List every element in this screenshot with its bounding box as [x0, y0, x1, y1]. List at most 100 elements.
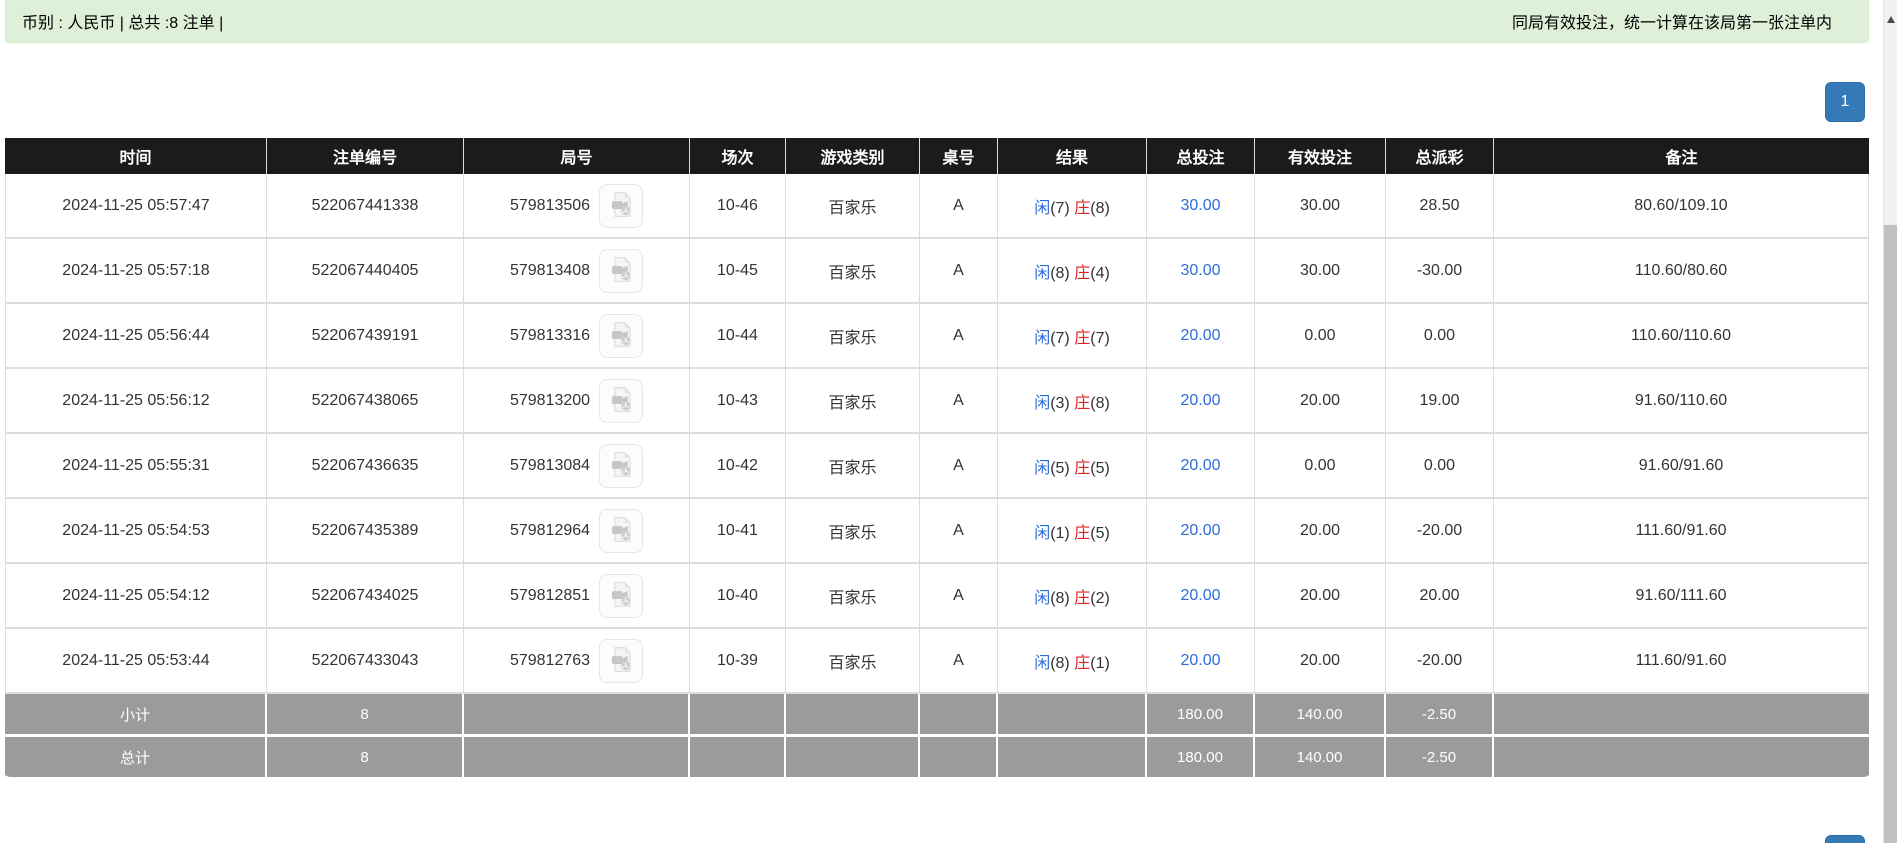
- currency-info-bar: 币别 : 人民币 | 总共 :8 注单 | 同局有效投注，统一计算在该局第一张注…: [5, 0, 1869, 43]
- cell-session: 10-41: [690, 499, 786, 564]
- cell-round-id: 579813316: [464, 304, 690, 369]
- cell-time: 2024-11-25 05:54:12: [5, 564, 267, 629]
- cell-table-no: A: [920, 304, 998, 369]
- cell-round-id: 579813408: [464, 239, 690, 304]
- total-bet-link[interactable]: 30.00: [1180, 261, 1221, 279]
- result-banker-points: (7): [1090, 329, 1110, 347]
- cell-game-type: 百家乐: [786, 304, 920, 369]
- cell-remark: 111.60/91.60: [1494, 629, 1869, 694]
- total-bet-link[interactable]: 20.00: [1180, 391, 1221, 409]
- cell-bet-id: 522067434025: [267, 564, 464, 629]
- cell-payout: 0.00: [1386, 434, 1494, 499]
- cell-valid-bet: 20.00: [1255, 499, 1386, 564]
- cell-table-no: A: [920, 564, 998, 629]
- video-replay-icon: [608, 451, 635, 481]
- cell-valid-bet: 0.00: [1255, 434, 1386, 499]
- result-banker-points: (1): [1090, 654, 1110, 672]
- cell-payout: 20.00: [1386, 564, 1494, 629]
- cell-valid-bet: 30.00: [1255, 174, 1386, 239]
- column-header-9: 有效投注: [1255, 138, 1386, 174]
- result-player-label: 闲: [1034, 264, 1051, 282]
- summary-empty-game: [786, 737, 920, 780]
- cell-session: 10-40: [690, 564, 786, 629]
- cell-payout: -20.00: [1386, 499, 1494, 564]
- total-bet-link[interactable]: 20.00: [1180, 456, 1221, 474]
- video-replay-button[interactable]: [599, 638, 644, 683]
- summary-empty-session: [690, 737, 786, 780]
- result-player-points: (1): [1050, 524, 1070, 542]
- result-player-points: (3): [1050, 394, 1070, 412]
- total-row: 总计 8 180.00 140.00 -2.50: [5, 737, 1869, 780]
- cell-total-bet: 20.00: [1147, 499, 1255, 564]
- video-replay-button[interactable]: [599, 443, 644, 488]
- column-header-1: 时间: [5, 138, 267, 174]
- table-row: 2024-11-25 05:53:44 522067433043 579812763…: [5, 629, 1869, 694]
- column-header-8: 总投注: [1147, 138, 1255, 174]
- cell-bet-id: 522067438065: [267, 369, 464, 434]
- video-replay-button[interactable]: [599, 508, 644, 553]
- cell-round-id: 579813084: [464, 434, 690, 499]
- video-replay-button[interactable]: [599, 378, 644, 423]
- total-bet-link[interactable]: 30.00: [1180, 196, 1221, 214]
- result-banker-label: 庄: [1074, 199, 1091, 217]
- cell-round-id: 579812763: [464, 629, 690, 694]
- summary-empty-table: [920, 737, 998, 780]
- summary-empty-remark: [1494, 737, 1869, 780]
- result-banker-label: 庄: [1074, 459, 1091, 477]
- cell-session: 10-42: [690, 434, 786, 499]
- cell-result: 闲(8) 庄(2): [998, 564, 1147, 629]
- video-replay-icon: [608, 646, 635, 676]
- cell-game-type: 百家乐: [786, 434, 920, 499]
- summary-count: 8: [267, 737, 464, 780]
- scrollbar-thumb[interactable]: [1884, 225, 1897, 843]
- round-id-text: 579812763: [509, 651, 591, 669]
- result-banker-points: (8): [1090, 199, 1110, 217]
- video-replay-button[interactable]: [599, 183, 644, 228]
- result-banker-points: (5): [1090, 524, 1110, 542]
- records-table: 时间 注单编号 局号 场次 游戏类别 桌号 结果 总投注 有效投注 总派彩 备注 2024-11-2…: [5, 138, 1869, 780]
- round-cell-content: 579812851: [464, 573, 689, 618]
- cell-valid-bet: 30.00: [1255, 239, 1386, 304]
- video-replay-icon: [608, 581, 635, 611]
- round-cell-content: 579813200: [464, 378, 689, 423]
- pagination-page-1-bottom[interactable]: 1: [1825, 835, 1865, 843]
- cell-payout: 0.00: [1386, 304, 1494, 369]
- cell-game-type: 百家乐: [786, 629, 920, 694]
- column-header-5: 游戏类别: [786, 138, 920, 174]
- cell-result: 闲(7) 庄(7): [998, 304, 1147, 369]
- round-cell-content: 579813316: [464, 313, 689, 358]
- summary-empty-session: [690, 694, 786, 737]
- pagination-page-1-top[interactable]: 1: [1825, 82, 1865, 122]
- result-player-label: 闲: [1034, 589, 1051, 607]
- cell-valid-bet: 20.00: [1255, 369, 1386, 434]
- total-bet-link[interactable]: 20.00: [1180, 586, 1221, 604]
- result-player-points: (8): [1050, 654, 1070, 672]
- result-banker-points: (2): [1090, 589, 1110, 607]
- video-replay-button[interactable]: [599, 573, 644, 618]
- round-cell-content: 579813506: [464, 183, 689, 228]
- video-replay-button[interactable]: [599, 248, 644, 293]
- video-replay-icon: [608, 321, 635, 351]
- summary-empty-game: [786, 694, 920, 737]
- cell-remark: 80.60/109.10: [1494, 174, 1869, 239]
- total-bet-link[interactable]: 20.00: [1180, 326, 1221, 344]
- result-player-label: 闲: [1034, 199, 1051, 217]
- vertical-scrollbar[interactable]: [1883, 0, 1897, 843]
- scroll-up-arrow-icon[interactable]: [1887, 16, 1895, 23]
- result-banker-points: (5): [1090, 459, 1110, 477]
- result-banker-points: (8): [1090, 394, 1110, 412]
- total-bet-link[interactable]: 20.00: [1180, 521, 1221, 539]
- cell-table-no: A: [920, 369, 998, 434]
- bet-records-panel: 时间 注单编号 局号 场次 游戏类别 桌号 结果 总投注 有效投注 总派彩 备注 2024-11-2…: [5, 138, 1869, 780]
- round-cell-content: 579812964: [464, 508, 689, 553]
- cell-time: 2024-11-25 05:53:44: [5, 629, 267, 694]
- total-bet-link[interactable]: 20.00: [1180, 651, 1221, 669]
- column-header-10: 总派彩: [1386, 138, 1494, 174]
- video-replay-button[interactable]: [599, 313, 644, 358]
- round-id-text: 579813084: [509, 456, 591, 474]
- cell-time: 2024-11-25 05:57:47: [5, 174, 267, 239]
- summary-payout: -2.50: [1386, 694, 1494, 737]
- table-row: 2024-11-25 05:56:12 522067438065 579813200…: [5, 369, 1869, 434]
- summary-total-bet: 180.00: [1147, 694, 1255, 737]
- video-replay-icon: [608, 256, 635, 286]
